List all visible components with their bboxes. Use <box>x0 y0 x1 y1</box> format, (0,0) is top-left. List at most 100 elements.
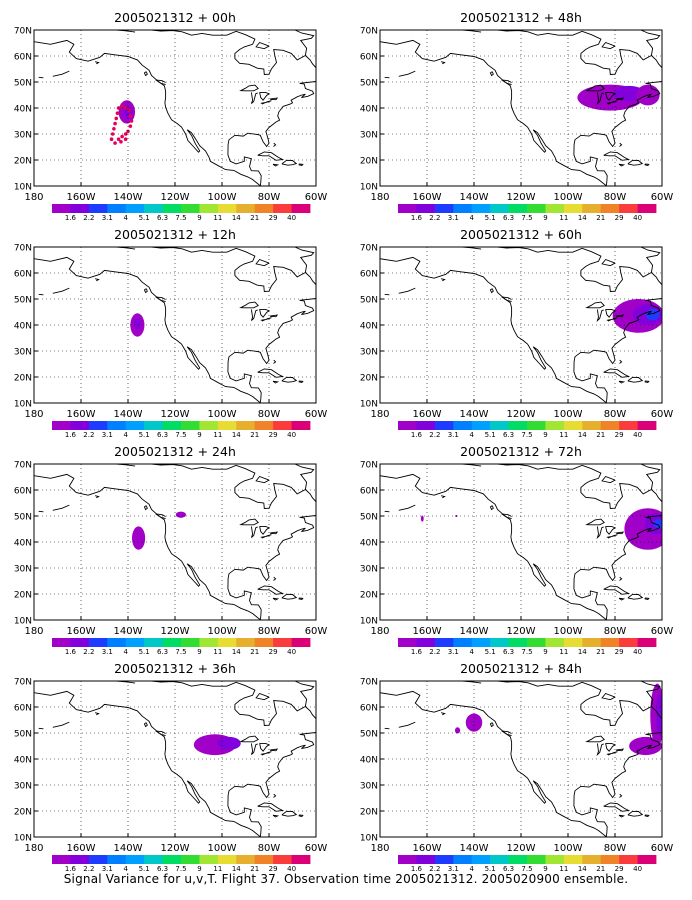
lat-tick-label: 20N <box>360 808 378 818</box>
observation-dot <box>109 137 114 141</box>
colorbar-swatch <box>434 855 454 864</box>
colorbar-swatch <box>545 204 565 213</box>
lon-tick-label: 140W <box>460 843 489 854</box>
colorbar-swatch <box>508 421 528 430</box>
coastline <box>227 55 316 186</box>
coastline <box>384 76 390 79</box>
colorbar-swatch <box>600 421 620 430</box>
variance-blob <box>465 713 483 732</box>
colorbar-swatch <box>527 638 546 647</box>
coastline <box>38 293 44 296</box>
coastline <box>272 380 280 384</box>
map-panel: 2005021312 + 72h 70N 60N 50N 40N 30N 20N 10N180… <box>360 444 674 656</box>
coastline <box>259 308 270 318</box>
coastline <box>616 531 625 535</box>
colorbar-swatch <box>563 204 583 213</box>
colorbar-label: 2.2 <box>83 214 94 222</box>
lat-tick-label: 20N <box>14 808 32 818</box>
lon-tick-label: 180 <box>370 843 389 854</box>
observation-dot <box>115 111 120 115</box>
colorbar-swatch <box>254 638 274 647</box>
observation-dot <box>126 129 130 134</box>
colorbar-swatch <box>600 638 620 647</box>
coastline <box>260 534 272 539</box>
coastline <box>497 30 652 75</box>
coastline <box>259 742 270 752</box>
coastline <box>384 727 390 730</box>
coastline <box>281 376 298 383</box>
colorbar-swatch <box>144 421 163 430</box>
colorbar-label: 9 <box>543 431 547 439</box>
lat-tick-label: 10N <box>360 834 378 844</box>
lat-tick-label: 70N <box>360 27 378 37</box>
panel-title: 2005021312 + 60h <box>460 227 582 242</box>
colorbar-swatch <box>490 204 509 213</box>
colorbar-label: 2.2 <box>83 648 94 656</box>
coastline <box>627 376 644 383</box>
colorbar-label: 29 <box>269 865 278 873</box>
coastline <box>640 247 661 273</box>
colorbar-swatch <box>199 638 219 647</box>
colorbar-label: 11 <box>559 431 568 439</box>
colorbar-label: 6.3 <box>157 214 168 222</box>
colorbar-swatch <box>637 204 657 213</box>
coastline <box>38 510 44 513</box>
colorbar-swatch <box>291 855 311 864</box>
lat-tick-label: 60N <box>14 487 32 497</box>
colorbar-swatch <box>490 421 509 430</box>
variance-blob <box>175 511 187 518</box>
colorbar-label: 21 <box>596 865 605 873</box>
panel-title: 2005021312 + 48h <box>460 10 582 25</box>
lon-tick-label: 120W <box>161 409 190 420</box>
coastline <box>151 681 306 726</box>
colorbar-swatch <box>416 638 436 647</box>
colorbar-label: 6.3 <box>157 648 168 656</box>
coastline <box>270 314 279 318</box>
colorbar-label: 40 <box>287 431 296 439</box>
lon-tick-label: 160W <box>67 409 96 420</box>
coastline <box>273 142 277 147</box>
colorbar-swatch <box>471 638 491 647</box>
variance-blob <box>217 736 241 750</box>
colorbar-label: 7.5 <box>521 865 532 873</box>
colorbar-swatch <box>199 204 219 213</box>
lon-tick-label: 180 <box>370 626 389 637</box>
colorbar-label: 6.3 <box>503 648 514 656</box>
lon-tick-label: 80W <box>604 843 627 854</box>
colorbar-label: 3.1 <box>448 648 459 656</box>
colorbar-swatch <box>398 421 417 430</box>
colorbar-label: 11 <box>559 648 568 656</box>
lat-tick-label: 70N <box>360 678 378 688</box>
coastline <box>644 163 650 166</box>
colorbar-label: 11 <box>213 865 222 873</box>
coastline <box>603 585 631 595</box>
colorbar-label: 1.6 <box>411 431 423 439</box>
colorbar-swatch <box>527 204 546 213</box>
colorbar-label: 1.6 <box>411 214 423 222</box>
lon-tick-label: 60W <box>651 409 674 420</box>
observation-dot <box>113 121 117 126</box>
lat-tick-label: 10N <box>360 183 378 193</box>
coastline <box>273 793 277 798</box>
lon-tick-label: 100W <box>208 843 237 854</box>
colorbar-label: 6.3 <box>503 214 514 222</box>
colorbar-swatch <box>144 638 163 647</box>
colorbar-swatch <box>254 204 274 213</box>
lat-tick-label: 60N <box>14 704 32 714</box>
lat-tick-label: 70N <box>360 461 378 471</box>
coastline <box>618 380 626 384</box>
coastline <box>605 91 616 101</box>
colorbar-swatch <box>637 855 657 864</box>
coastline <box>440 61 446 65</box>
coastline <box>151 30 306 75</box>
colorbar-swatch <box>453 204 473 213</box>
colorbar-label: 7.5 <box>521 648 532 656</box>
lon-tick-label: 180 <box>370 192 389 203</box>
colorbar-label: 1.6 <box>65 214 77 222</box>
colorbar-swatch <box>563 638 583 647</box>
colorbar-label: 1.6 <box>411 648 423 656</box>
colorbar-swatch <box>619 204 638 213</box>
coastline <box>239 84 259 92</box>
colorbar-label: 1.6 <box>65 648 77 656</box>
colorbar-label: 4 <box>469 431 474 439</box>
